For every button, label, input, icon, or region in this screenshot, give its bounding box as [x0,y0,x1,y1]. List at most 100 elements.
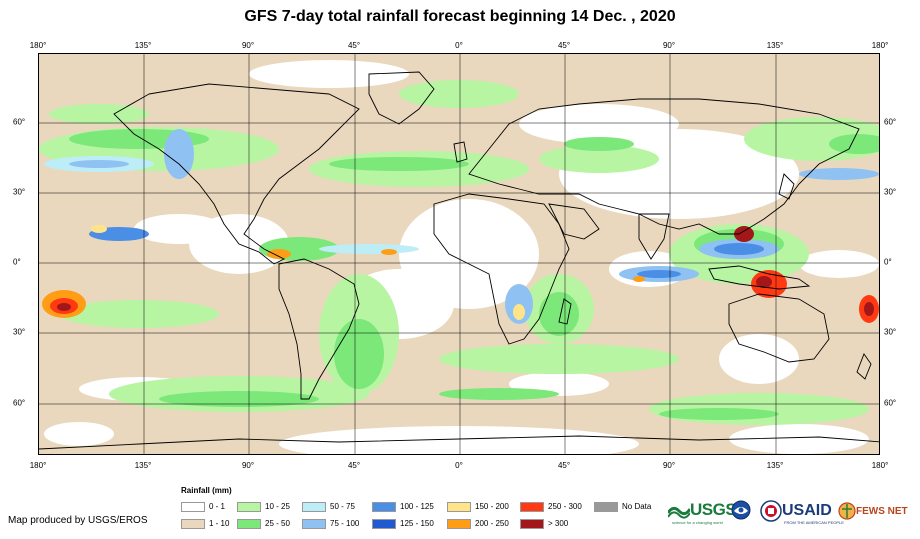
lat-label-right: 30° [884,187,897,197]
lat-label-right: 60° [884,117,897,127]
lat-label-right: 30° [884,327,897,337]
antarctica-outline [39,435,879,450]
lon-label-top: 90° [662,41,676,50]
legend-label: 1 - 10 [209,519,230,528]
usgs-logo: USGS [668,500,737,520]
map-credit: Map produced by USGS/EROS [8,515,148,526]
legend-item: No Data [594,501,651,512]
lat-label-right: 60° [884,398,897,408]
arabia-outline [548,203,600,240]
lon-label-bottom: 135° [766,461,784,470]
usaid-tagline: FROM THE AMERICAN PEOPLE [784,520,844,525]
legend-label: 200 - 250 [475,519,509,528]
fews-net-logo-text: FEWS NET [856,505,908,517]
lat-label-left: 0° [13,257,21,267]
noaa-seal-icon [731,500,751,520]
legend-swatch [181,501,205,512]
legend-label: 100 - 125 [400,502,434,511]
legend-swatch [447,518,471,529]
legend-label: 25 - 50 [265,519,290,528]
legend-item: 50 - 75 [302,501,355,512]
usgs-tagline: science for a changing world [672,520,723,525]
usgs-logo-text: USGS [690,500,737,519]
uk-outline [453,141,468,163]
indonesia-outline [708,265,811,290]
legend-item: > 300 [520,518,568,529]
legend-label: 10 - 25 [265,502,290,511]
eurasia-outline [468,98,860,235]
usgs-wave-icon [668,506,690,519]
lon-label-top: 45° [347,41,361,50]
greenland-outline [368,71,435,125]
lon-label-bottom: 90° [241,461,255,470]
lon-label-bottom: 135° [134,461,152,470]
lon-label-bottom: 180° [871,461,889,470]
new-zealand-outline [856,353,872,380]
japan-outline [778,173,795,200]
australia-outline [728,293,830,363]
legend-swatch [520,518,544,529]
lat-label-left: 60° [13,117,26,127]
south-america-outline [278,258,360,400]
lon-label-top: 90° [241,41,255,50]
lon-label-bottom: 90° [662,461,676,470]
india-outline [638,213,670,260]
legend-item: 125 - 150 [372,518,434,529]
legend-item: 10 - 25 [237,501,290,512]
fews-leaf-icon [838,502,856,520]
legend-item: 200 - 250 [447,518,509,529]
lon-label-top: 135° [134,41,152,50]
legend-label: 250 - 300 [548,502,582,511]
legend-swatch [594,501,618,512]
lon-label-bottom: 45° [347,461,361,470]
legend-swatch [181,518,205,529]
lon-label-bottom: 45° [557,461,571,470]
legend-title: Rainfall (mm) [181,486,232,495]
usaid-seal-icon [760,500,782,522]
lon-label-bottom: 0° [455,461,463,470]
legend-item: 250 - 300 [520,501,582,512]
legend-item: 75 - 100 [302,518,359,529]
legend-label: 125 - 150 [400,519,434,528]
legend-item: 100 - 125 [372,501,434,512]
usaid-logo: USAID [760,500,832,522]
madagascar-outline [558,298,572,325]
fews-net-logo: FEWS NET [838,500,908,522]
legend-label: 150 - 200 [475,502,509,511]
rainfall-map [38,53,880,455]
lon-label-top: 180° [871,41,889,50]
legend-swatch [237,501,261,512]
legend-swatch [372,518,396,529]
lon-label-top: 135° [766,41,784,50]
noaa-logo [731,500,751,520]
lon-label-top: 45° [557,41,571,50]
legend-item: 150 - 200 [447,501,509,512]
map-title: GFS 7-day total rainfall forecast beginn… [244,8,676,25]
lat-label-left: 30° [13,187,26,197]
continent-outlines [39,71,879,450]
legend-label: 75 - 100 [330,519,360,528]
lon-label-top: 180° [29,41,47,50]
africa-outline [433,193,570,345]
lat-label-right: 0° [884,257,892,267]
lat-label-left: 30° [13,327,26,337]
legend-swatch [447,501,471,512]
legend-swatch [372,501,396,512]
north-america-outline [113,83,360,265]
lon-label-top: 0° [455,41,463,50]
lat-label-left: 60° [13,398,26,408]
legend-item: 25 - 50 [237,518,290,529]
usaid-logo-text: USAID [782,502,832,519]
legend-label: 0 - 1 [209,502,226,511]
legend-swatch [302,518,326,529]
legend-swatch [520,501,544,512]
legend-label: 50 - 75 [330,502,355,511]
rain-heavy [42,225,879,323]
lon-label-bottom: 180° [29,461,47,470]
legend-label: No Data [622,502,652,511]
legend-item: 0 - 1 [181,501,225,512]
legend-item: 1 - 10 [181,518,229,529]
legend-label: > 300 [548,519,569,528]
legend-swatch [237,518,261,529]
legend-swatch [302,501,326,512]
